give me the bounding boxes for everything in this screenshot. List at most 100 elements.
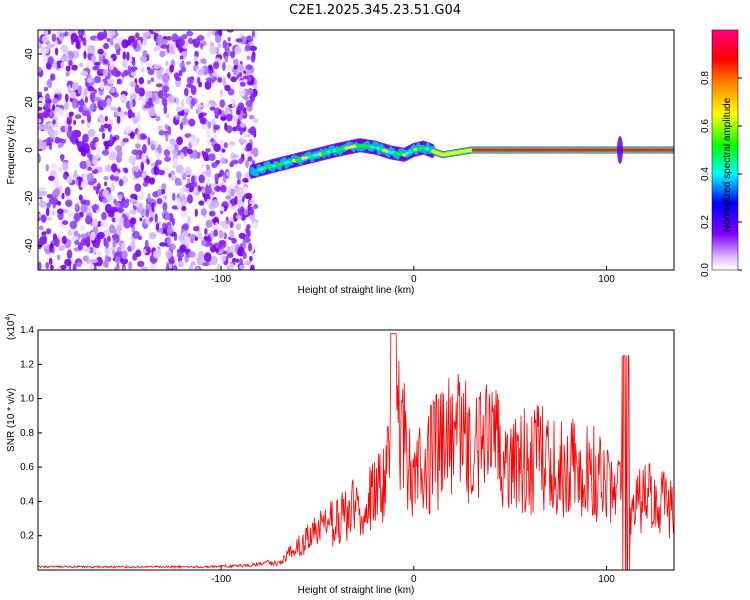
noise-blob [172,192,176,201]
noise-blob [51,33,57,42]
noise-blob [149,264,155,270]
noise-blob [231,258,237,263]
ridge-core [558,148,563,152]
ridge-core [642,148,647,152]
noise-blob [225,219,231,224]
noise-blob [226,252,234,258]
noise-blob [242,177,249,183]
noise-blob [225,125,233,134]
ridge-core [483,148,488,152]
noise-blob [237,102,245,111]
noise-blob [152,30,161,33]
noise-blob [74,114,82,120]
noise-blob [145,208,150,218]
noise-blob [238,264,245,270]
noise-blob [78,194,83,201]
noise-blob [46,202,51,208]
noise-blob [198,174,205,184]
noise-blob [87,166,93,171]
noise-blob [114,43,120,50]
noise-blob [175,106,183,113]
noise-blob [108,64,114,71]
noise-blob [202,262,210,267]
noise-blob [235,214,243,219]
noise-blob [220,116,227,121]
ridge-core [520,148,525,152]
noise-blob [57,244,66,252]
noise-blob [83,87,88,98]
noise-blob [87,114,92,123]
noise-blob [235,109,241,115]
noise-blob [80,199,87,205]
noise-blob [71,64,78,71]
ridge-core [555,148,560,152]
noise-blob [111,163,118,173]
ridge-core [645,148,649,152]
ridge-core [514,148,519,152]
ridge-core [405,151,410,155]
noise-blob [138,95,143,101]
noise-blob [151,202,155,212]
noise-blob [249,93,255,103]
noise-blob [51,209,56,216]
noise-blob [46,137,54,144]
noise-blob [194,236,198,241]
noise-blob [130,240,136,251]
y-tick-label: 0.2 [20,531,34,542]
ridge-core [468,148,473,152]
noise-blob [109,224,116,234]
noise-blob [157,89,164,99]
noise-blob [96,250,102,257]
noise-blob [176,115,181,121]
noise-blob [86,172,95,182]
noise-blob [165,60,169,67]
noise-blob [175,181,183,186]
noise-blob [230,188,235,197]
noise-blob [165,132,169,142]
noise-blob [146,61,154,68]
noise-blob [59,224,66,229]
noise-blob [246,224,251,230]
noise-blob [120,141,126,147]
noise-blob [116,70,122,77]
noise-blob [93,185,97,191]
ridge-core [636,148,641,152]
noise-blob [202,58,207,65]
spectrogram-x-axis-label: Height of straight line (km) [298,285,415,296]
noise-blob [64,258,72,266]
noise-blob [154,213,158,223]
noise-blob [45,164,49,172]
noise-blob [52,130,59,136]
noise-blob [219,206,225,212]
noise-blob [129,81,136,88]
noise-blob [152,250,161,259]
noise-blob [89,104,94,112]
noise-blob [64,93,69,103]
noise-blob [125,198,130,203]
noise-blob [45,228,52,235]
noise-blob [41,35,50,43]
noise-blob [110,182,116,192]
noise-blob [129,132,135,140]
noise-blob [62,55,71,63]
noise-blob [207,30,212,36]
noise-blob [101,149,110,156]
noise-blob [136,130,141,141]
colorbar-tick-label: 0.4 [700,167,711,181]
noise-blob [116,79,121,85]
noise-blob [118,206,123,214]
noise-blob [231,154,239,159]
noise-blob [243,95,249,101]
noise-blob [205,164,210,171]
noise-blob [209,45,217,55]
snr-series-line [38,333,674,570]
noise-blob [158,130,166,136]
noise-blob [161,96,165,106]
noise-blob [211,199,220,208]
noise-blob [101,198,108,204]
noise-blob [207,178,211,187]
noise-blob [238,72,243,78]
noise-blob [69,135,78,143]
noise-blob [70,91,77,99]
